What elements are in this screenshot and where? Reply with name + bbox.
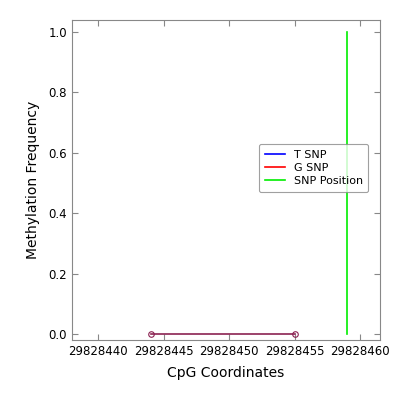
Legend: T SNP, G SNP, SNP Position: T SNP, G SNP, SNP Position [259, 144, 368, 192]
X-axis label: CpG Coordinates: CpG Coordinates [167, 366, 285, 380]
Y-axis label: Methylation Frequency: Methylation Frequency [26, 101, 40, 259]
